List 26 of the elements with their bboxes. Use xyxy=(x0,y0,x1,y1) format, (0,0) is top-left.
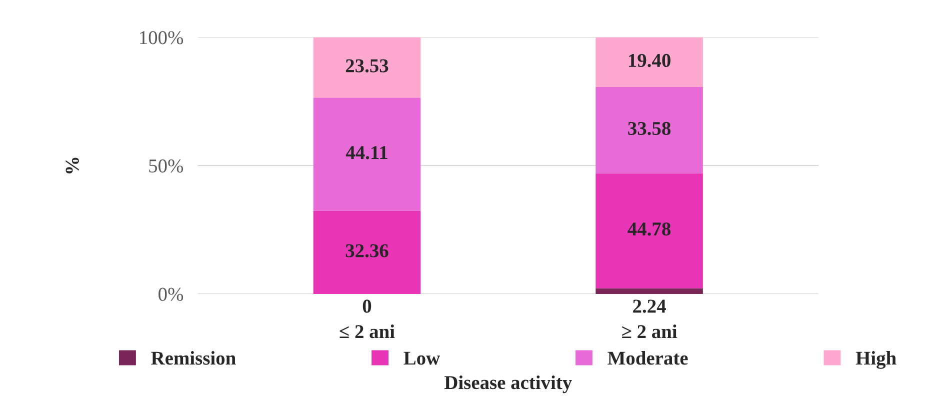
data-label: 2.24 xyxy=(633,300,666,313)
data-label: 0 xyxy=(362,300,372,313)
y-tick-label: 0% xyxy=(158,288,184,301)
bar xyxy=(596,173,703,288)
x-axis-title: Disease activity xyxy=(444,375,572,394)
x-tick-label: ≥ 2 ani xyxy=(622,324,678,338)
bar xyxy=(313,98,421,211)
bar xyxy=(596,87,703,174)
bar xyxy=(313,37,421,98)
x-tick-label: ≤ 2 ani xyxy=(340,324,395,338)
data-label: 33.58 xyxy=(628,122,671,136)
bar xyxy=(313,210,421,294)
bar xyxy=(596,288,703,294)
data-label: 44.11 xyxy=(346,146,388,160)
y-axis-title: % xyxy=(66,158,79,174)
data-label: 32.36 xyxy=(346,244,388,258)
data-label: 19.40 xyxy=(628,54,670,68)
y-tick-label: 50% xyxy=(149,159,184,173)
legend-label: Moderate xyxy=(608,351,688,365)
bar xyxy=(596,37,703,88)
data-label: 23.53 xyxy=(346,59,388,72)
legend-label: High xyxy=(856,351,896,369)
legend-label: Low xyxy=(404,352,440,365)
data-label: 44.78 xyxy=(628,222,671,236)
y-tick-label: 100% xyxy=(140,31,184,44)
legend-label: Remission xyxy=(151,351,236,365)
